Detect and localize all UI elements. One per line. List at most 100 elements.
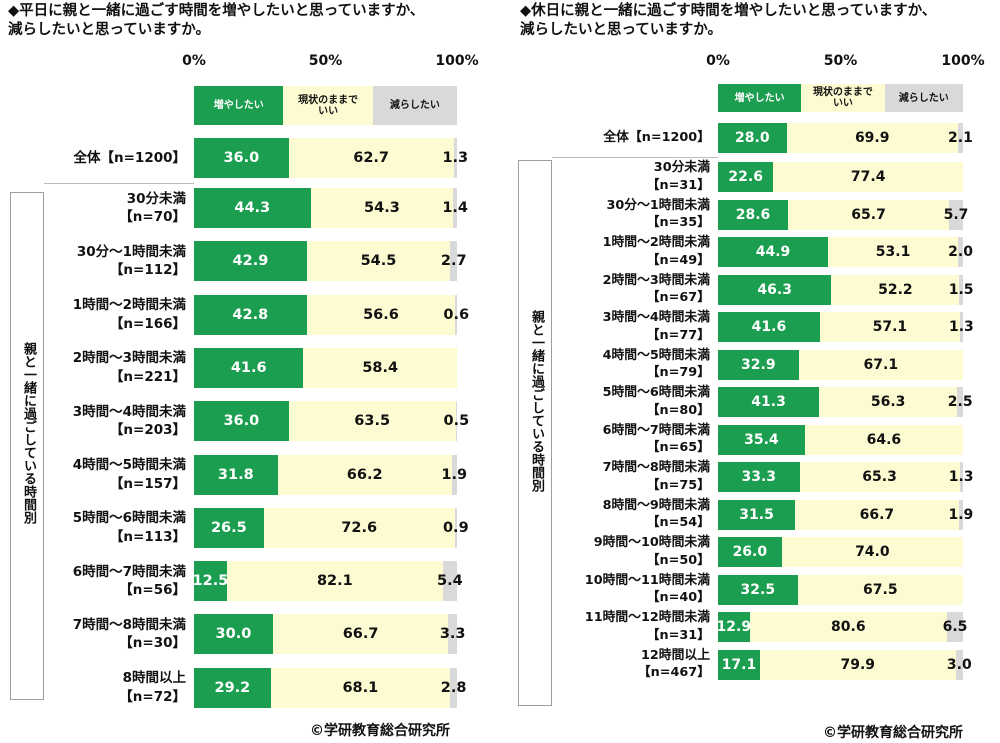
value-decrease: 0.6 — [443, 306, 470, 323]
value-same: 66.7 — [859, 506, 895, 523]
value-increase: 26.5 — [210, 519, 247, 536]
value-decrease: 1.5 — [948, 281, 974, 298]
bar-same — [831, 274, 960, 305]
row-label: 10時間～11時間未満 【n=40】 — [585, 572, 710, 608]
row-label-line: 7時間～8時間未満 — [602, 460, 710, 476]
value-decrease: 6.5 — [942, 619, 968, 635]
bar-decrease — [454, 507, 457, 548]
value-decrease: 1.9 — [948, 506, 974, 523]
bar-same — [288, 138, 454, 178]
axis-tick-label: 50% — [308, 53, 343, 69]
bar-increase — [718, 387, 820, 417]
row-label-line: 8時間～9時間未満 — [602, 497, 710, 513]
bar-same — [749, 612, 948, 642]
bar-increase — [718, 162, 774, 192]
row-label-line: 【n=65】 — [646, 440, 710, 456]
axis-tick-label: 50% — [823, 53, 858, 69]
row-label: 30分未満 【n=70】 — [119, 190, 186, 227]
row-label-line: 【n=31】 — [646, 177, 710, 193]
copyright-text: ©学研教育総合研究所 — [310, 723, 450, 739]
value-same: 72.6 — [341, 519, 378, 536]
value-decrease: 2.7 — [440, 253, 467, 270]
bar-increase — [194, 241, 307, 282]
group-label-box — [10, 192, 44, 700]
row-label-line: 4時間～5時間未満 — [602, 347, 710, 363]
value-decrease: 0.5 — [443, 413, 470, 430]
group-label: 親と一緒に過ごしている時間別 — [21, 342, 36, 524]
value-increase: 36.0 — [223, 413, 260, 430]
bar-same — [303, 347, 457, 388]
row-label: 1時間～2時間未満 【n=49】 — [603, 234, 710, 270]
bar-decrease — [450, 241, 458, 282]
bar-increase — [718, 349, 799, 380]
value-decrease: 1.3 — [442, 150, 469, 166]
row-label-line: 【n=112】 — [109, 262, 186, 279]
bar-increase — [718, 574, 798, 605]
value-same: 66.7 — [342, 626, 379, 643]
bar-decrease — [958, 237, 963, 267]
bar-increase — [194, 294, 307, 335]
row-label-line: 【n=50】 — [646, 552, 710, 568]
bar-decrease — [449, 667, 458, 708]
bar-same — [277, 454, 452, 495]
value-increase: 22.6 — [728, 169, 763, 185]
value-increase: 44.3 — [234, 200, 271, 216]
row-label-line: 11時間～12時間未満 — [584, 610, 710, 626]
value-decrease: 5.7 — [943, 206, 969, 223]
value-increase: 41.6 — [751, 319, 787, 335]
bar-decrease — [958, 499, 964, 530]
bar-decrease — [957, 387, 964, 417]
legend-increase: 増やしたい — [194, 86, 284, 125]
row-label-line: 【n=80】 — [646, 402, 710, 418]
legend-decrease-text: 減らしたい — [389, 100, 440, 111]
row-label-line: 7時間～8時間未満 — [72, 616, 186, 633]
value-same: 82.1 — [316, 573, 353, 590]
value-increase: 31.8 — [217, 466, 254, 483]
bar-increase — [194, 507, 264, 548]
row-label-line: 2時間～3時間未満 — [72, 350, 186, 367]
bar-increase — [194, 614, 273, 655]
row-label-line: 【n=72】 — [119, 688, 186, 705]
total-separator — [552, 157, 718, 158]
row-label: 30分～1時間未満 【n=112】 — [77, 243, 186, 280]
value-decrease: 1.3 — [948, 469, 974, 485]
row-label: 全体【n=1200】 — [74, 149, 187, 168]
row-label-line: 【n=75】 — [646, 477, 710, 493]
legend-same-text: いい — [832, 98, 853, 109]
bar-decrease — [947, 612, 963, 642]
bar-increase — [194, 667, 271, 708]
legend-increase-text: 増やしたい — [734, 92, 785, 104]
value-increase: 36.0 — [223, 150, 260, 166]
row-label: 2時間～3時間未満 【n=67】 — [603, 272, 710, 308]
value-same: 56.6 — [363, 306, 399, 323]
bar-increase — [718, 537, 782, 567]
row-label: 6時間～7時間未満 【n=65】 — [603, 422, 710, 458]
chart-title-line: ◆平日に親と一緒に過ごす時間を増やしたいと思っていますか、 — [8, 3, 425, 19]
bar-increase — [718, 312, 820, 342]
bar-same — [799, 462, 960, 492]
row-label-line: 1時間～2時間未満 — [72, 297, 186, 314]
row-label: 4時間～5時間未満 【n=157】 — [73, 456, 186, 493]
value-same: 58.4 — [362, 359, 399, 376]
axis-tick-label: 0% — [182, 53, 206, 69]
value-same: 64.6 — [866, 431, 902, 448]
value-same: 56.3 — [870, 394, 906, 410]
weekday-chart-panel: ◆平日に親と一緒に過ごす時間を増やしたいと思っていますか、 減らしたいと思っていま… — [8, 0, 483, 743]
bar-increase — [194, 401, 289, 442]
row-label-line: 【n=49】 — [646, 252, 710, 268]
row-label-line: 10時間～11時間未満 — [584, 572, 710, 588]
row-label-line: 9時間～10時間未満 — [593, 535, 710, 551]
row-label-line: 8時間以上 — [122, 670, 186, 687]
row-label-line: 30分未満 — [126, 190, 186, 207]
bar-decrease — [451, 454, 457, 495]
value-same: 79.9 — [840, 656, 876, 673]
bar-increase — [194, 138, 289, 178]
value-decrease: 1.4 — [442, 200, 468, 216]
legend-increase-text: 増やしたい — [213, 100, 264, 111]
value-increase: 31.5 — [739, 506, 774, 523]
bar-same — [272, 614, 449, 655]
group-label-box — [518, 160, 552, 706]
value-increase: 12.9 — [716, 619, 752, 635]
row-label-line: 1時間～2時間未満 — [602, 235, 710, 251]
row-label-line: 【n=221】 — [109, 368, 186, 385]
